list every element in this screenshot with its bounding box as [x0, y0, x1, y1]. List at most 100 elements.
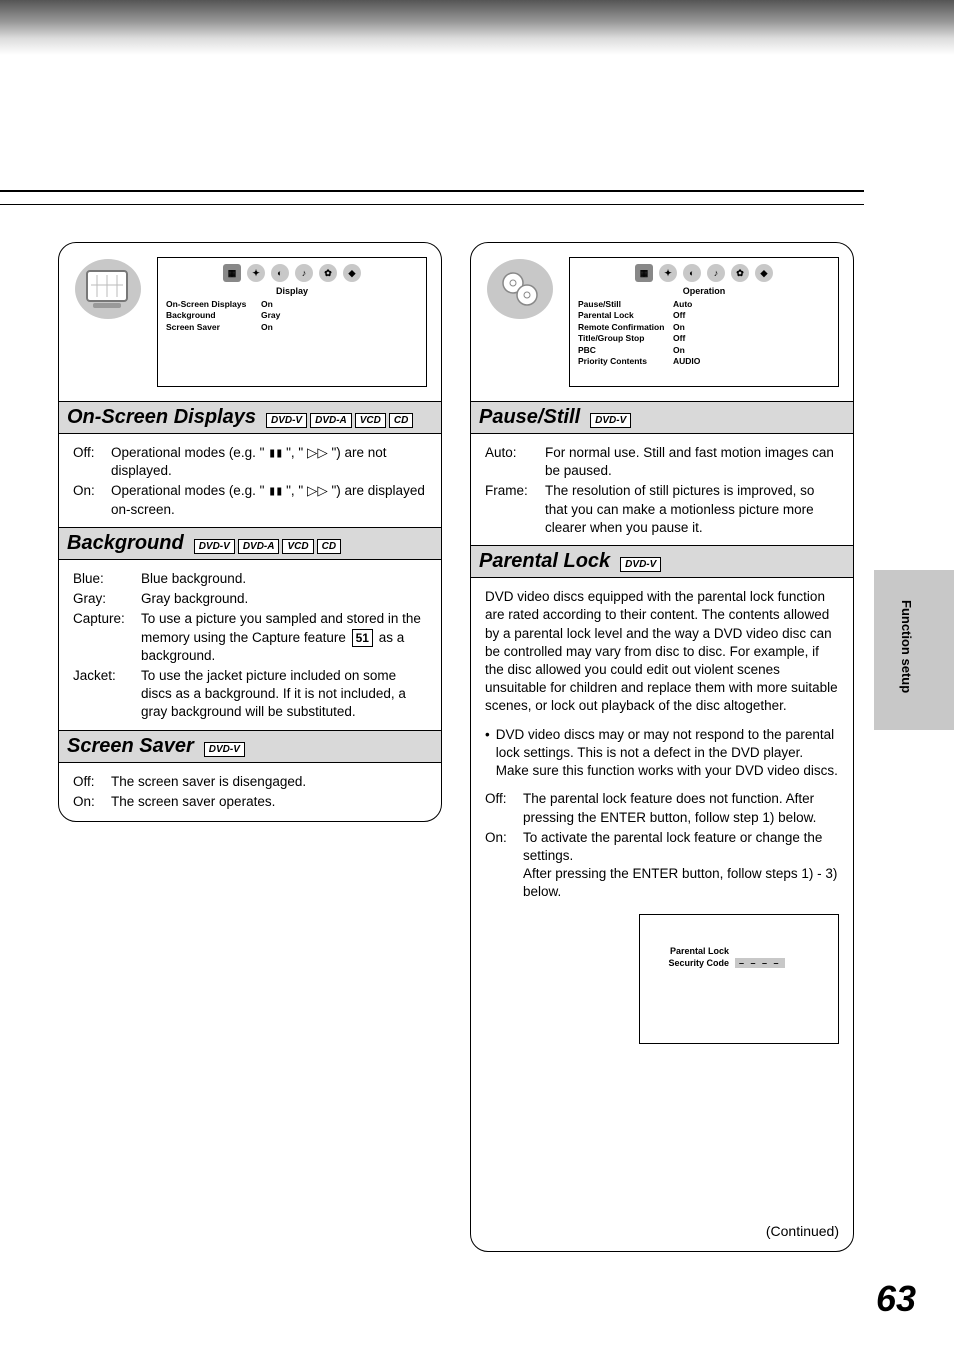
tab-icon: ♪: [295, 264, 313, 282]
section-body: Blue: Blue background. Gray: Gray backgr…: [73, 570, 427, 722]
menu-row: Remote Confirmation On: [578, 322, 830, 333]
gear-icon: [485, 257, 555, 322]
definition-desc: To use a picture you sampled and stored …: [141, 610, 427, 665]
definition-term: Auto:: [485, 444, 545, 480]
header-rule-top: [0, 190, 864, 192]
definition-term: On:: [73, 793, 111, 811]
definition-desc: The resolution of still pictures is impr…: [545, 482, 839, 537]
menu-row: Background Gray: [166, 310, 418, 321]
bullet-note: • DVD video discs may or may not respond…: [485, 726, 839, 781]
tab-icon: ♪: [707, 264, 725, 282]
tab-icon: ◆: [343, 264, 361, 282]
panel-key: Security Code: [654, 957, 729, 969]
section-header: On-Screen Displays DVD-VDVD-AVCDCD: [59, 401, 441, 434]
section-title: Parental Lock: [479, 550, 610, 573]
code-field: – – – –: [735, 958, 785, 968]
definition-term: On:: [485, 829, 523, 902]
tab-icon: ▦: [635, 264, 653, 282]
definition-desc: To use the jacket picture included on so…: [141, 667, 427, 722]
continued-label: (Continued): [766, 1223, 839, 1239]
tab-icon: ✿: [319, 264, 337, 282]
tv-icon: [73, 257, 143, 322]
panel-value: – – – –: [735, 957, 785, 969]
definition-term: Capture:: [73, 610, 141, 665]
badges: DVD-VDVD-AVCDCD: [194, 539, 341, 554]
menu-value: AUDIO: [673, 356, 700, 367]
menu-value: Off: [673, 310, 685, 321]
section-header: Screen Saver DVD-V: [59, 730, 441, 763]
definition-desc: Blue background.: [141, 570, 427, 588]
definition-term: Off:: [73, 444, 111, 480]
menu-row: Parental Lock Off: [578, 310, 830, 321]
left-menu-panel: ▦ ✦ ◐ ♪ ✿ ◆ Display On-Screen Displays O…: [157, 257, 427, 387]
menu-tabs: ▦ ✦ ◐ ♪ ✿ ◆: [166, 264, 418, 282]
tab-icon: ◆: [755, 264, 773, 282]
definition-row: Off: Operational modes (e.g. " ▮▮ ", " ▷…: [73, 444, 427, 480]
disc-badge: VCD: [282, 539, 313, 554]
definition-term: Frame:: [485, 482, 545, 537]
section-body: Off: Operational modes (e.g. " ▮▮ ", " ▷…: [73, 444, 427, 519]
left-column: ▦ ✦ ◐ ♪ ✿ ◆ Display On-Screen Displays O…: [58, 242, 442, 822]
menu-key: Parental Lock: [578, 310, 673, 321]
side-tab: [874, 570, 954, 730]
menu-row: Priority Contents AUDIO: [578, 356, 830, 367]
definition-term: Off:: [485, 790, 523, 826]
menu-value: On: [261, 299, 273, 310]
menu-title: Display: [166, 286, 418, 296]
menu-value: On: [673, 345, 685, 356]
disc-badge: DVD-A: [310, 413, 352, 428]
content-columns: ▦ ✦ ◐ ♪ ✿ ◆ Display On-Screen Displays O…: [58, 242, 854, 1252]
left-osd-preview: ▦ ✦ ◐ ♪ ✿ ◆ Display On-Screen Displays O…: [73, 257, 427, 387]
disc-badge: VCD: [355, 413, 386, 428]
bullet-dot: •: [485, 726, 490, 781]
menu-value: On: [261, 322, 273, 333]
definition-row: On: Operational modes (e.g. " ▮▮ ", " ▷▷…: [73, 482, 427, 518]
definition-row: Jacket: To use the jacket picture includ…: [73, 667, 427, 722]
section-body: Auto: For normal use. Still and fast mot…: [485, 444, 839, 537]
parental-lock-panel: Parental Lock Security Code – – – –: [639, 914, 839, 1044]
menu-value: Gray: [261, 310, 280, 321]
badges: DVD-V: [620, 557, 661, 572]
menu-key: Pause/Still: [578, 299, 673, 310]
badges: DVD-V: [590, 413, 631, 428]
definition-term: Off:: [73, 773, 111, 791]
section-header: Background DVD-VDVD-AVCDCD: [59, 527, 441, 560]
badges: DVD-VDVD-AVCDCD: [266, 413, 413, 428]
definition-desc: Gray background.: [141, 590, 427, 608]
definition-row: On: To activate the parental lock featur…: [485, 829, 839, 902]
disc-badge: DVD-V: [620, 557, 661, 572]
definition-term: Jacket:: [73, 667, 141, 722]
menu-key: Title/Group Stop: [578, 333, 673, 344]
top-gradient: [0, 0, 954, 55]
menu-key: On-Screen Displays: [166, 299, 261, 310]
tab-icon: ▦: [223, 264, 241, 282]
definition-desc: Operational modes (e.g. " ▮▮ ", " ▷▷ ") …: [111, 444, 427, 480]
header-rule-bottom: [0, 204, 864, 205]
disc-badge: DVD-V: [266, 413, 307, 428]
section-body: DVD video discs equipped with the parent…: [485, 588, 839, 1044]
definition-desc: The parental lock feature does not funct…: [523, 790, 839, 826]
definition-row: Capture: To use a picture you sampled an…: [73, 610, 427, 665]
disc-badge: CD: [389, 413, 413, 428]
menu-value: Off: [673, 333, 685, 344]
definition-row: Frame: The resolution of still pictures …: [485, 482, 839, 537]
menu-row: On-Screen Displays On: [166, 299, 418, 310]
disc-badge: DVD-V: [194, 539, 235, 554]
definition-term: Gray:: [73, 590, 141, 608]
panel-key: Parental Lock: [654, 945, 729, 957]
section-header: Pause/Still DVD-V: [471, 401, 853, 434]
definition-term: On:: [73, 482, 111, 518]
definition-row: Off: The screen saver is disengaged.: [73, 773, 427, 791]
right-menu-panel: ▦ ✦ ◐ ♪ ✿ ◆ Operation Pause/Still Auto P…: [569, 257, 839, 387]
panel-row: Security Code – – – –: [654, 957, 824, 969]
menu-row: PBC On: [578, 345, 830, 356]
disc-badge: DVD-V: [204, 742, 245, 757]
menu-tabs: ▦ ✦ ◐ ♪ ✿ ◆: [578, 264, 830, 282]
disc-badge: DVD-A: [238, 539, 280, 554]
menu-row: Title/Group Stop Off: [578, 333, 830, 344]
definition-desc: To activate the parental lock feature or…: [523, 829, 839, 902]
definition-term: Blue:: [73, 570, 141, 588]
section-header: Parental Lock DVD-V: [471, 545, 853, 578]
definition-row: Off: The parental lock feature does not …: [485, 790, 839, 826]
menu-key: Priority Contents: [578, 356, 673, 367]
